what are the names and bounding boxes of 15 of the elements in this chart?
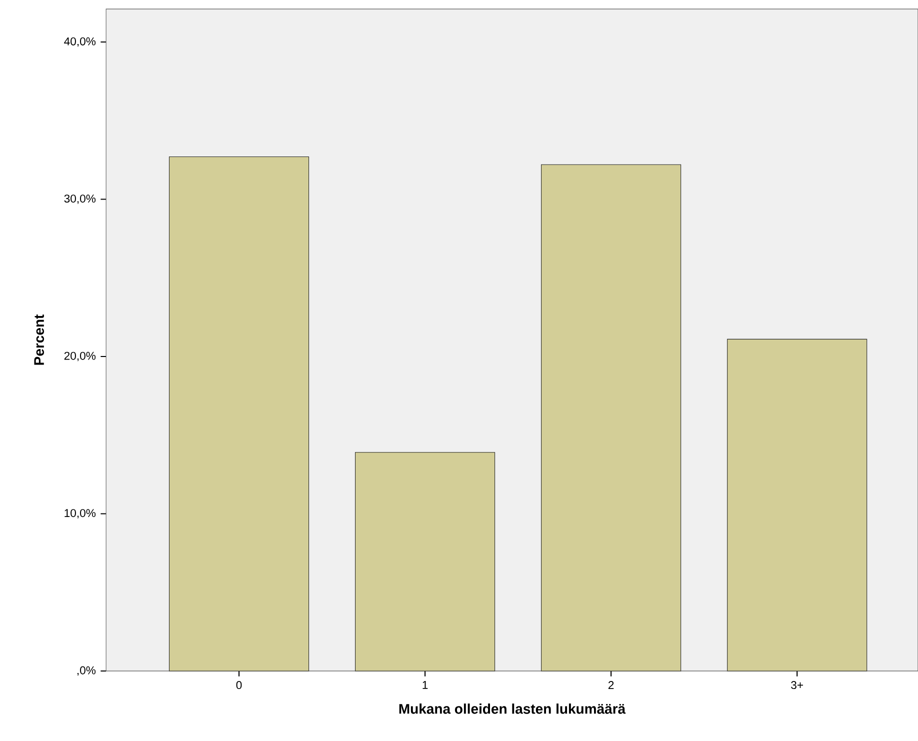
x-tick-label: 0 — [236, 681, 242, 690]
x-axis-title: Mukana olleiden lasten lukumäärä — [399, 704, 626, 714]
x-tick-label: 3+ — [791, 681, 803, 690]
y-tick-label: 20,0% — [64, 352, 96, 362]
bar — [168, 156, 310, 672]
y-tick-label: 30,0% — [64, 194, 96, 204]
x-tick-label: 1 — [422, 681, 428, 689]
y-tick-label: 40,0% — [64, 37, 96, 47]
bar — [355, 452, 496, 672]
y-axis-title: Percent — [34, 314, 44, 365]
bar — [727, 338, 868, 672]
y-tick-label: ,0% — [77, 666, 96, 676]
x-tick-label: 2 — [608, 681, 614, 689]
y-tick-label: 10,0% — [64, 509, 96, 518]
bar — [541, 164, 682, 672]
